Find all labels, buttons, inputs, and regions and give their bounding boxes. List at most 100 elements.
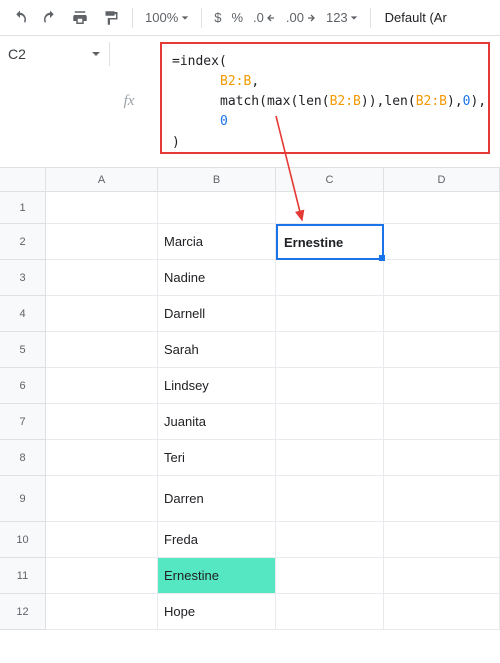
row-header[interactable]: 2 [0,224,46,260]
cell[interactable]: Ernestine [276,224,384,260]
cell[interactable]: Lindsey [158,368,276,404]
table-row: 2 MarciaErnestine [0,224,500,260]
column-header[interactable]: C [276,168,384,192]
zoom-dropdown[interactable]: 100% [141,10,193,25]
name-box[interactable]: C2 [0,42,110,66]
table-row: 10 Freda [0,522,500,558]
formula-bar[interactable]: =index( B2:B, match(max(len(B2:B)),len(B… [160,42,490,154]
row-header[interactable]: 6 [0,368,46,404]
cell[interactable] [384,224,500,260]
table-row: 5 Sarah [0,332,500,368]
format-dropdown[interactable]: 123 [322,10,362,25]
row-header[interactable]: 7 [0,404,46,440]
table-row: 12 Hope [0,594,500,630]
cell[interactable]: Ernestine [158,558,276,594]
cell[interactable] [46,296,158,332]
row-header[interactable]: 12 [0,594,46,630]
table-row: 11 Ernestine [0,558,500,594]
row-header[interactable]: 9 [0,476,46,522]
cell[interactable]: Sarah [158,332,276,368]
cell[interactable] [384,260,500,296]
toolbar: 100% $ % .0 .00 123 Default (Ar [0,0,500,36]
column-header[interactable]: D [384,168,500,192]
cell[interactable] [276,404,384,440]
redo-button[interactable] [36,4,64,32]
undo-button[interactable] [6,4,34,32]
cell[interactable] [46,368,158,404]
formula-ref: B2:B [220,74,251,89]
cell[interactable] [46,440,158,476]
cell[interactable] [276,558,384,594]
cell[interactable]: Darren [158,476,276,522]
decrease-decimal-button[interactable]: .0 [249,10,280,25]
cell[interactable] [158,192,276,224]
cell[interactable]: Darnell [158,296,276,332]
row-header[interactable]: 10 [0,522,46,558]
paint-format-button[interactable] [96,4,124,32]
grid-rows: 12MarciaErnestine3Nadine4Darnell5Sarah6L… [0,192,500,630]
cell[interactable] [276,332,384,368]
table-row: 9 Darren [0,476,500,522]
row-header[interactable]: 8 [0,440,46,476]
cell[interactable] [276,368,384,404]
row-header[interactable]: 4 [0,296,46,332]
column-header[interactable]: A [46,168,158,192]
percent-button[interactable]: % [227,10,247,25]
cell[interactable] [384,440,500,476]
column-header[interactable]: B [158,168,276,192]
cell[interactable] [384,192,500,224]
table-row: 1 [0,192,500,224]
cell[interactable] [276,594,384,630]
row-header[interactable]: 5 [0,332,46,368]
zoom-value: 100% [145,10,178,25]
separator [370,8,371,28]
cell[interactable] [276,440,384,476]
cell[interactable] [384,404,500,440]
cell[interactable] [384,368,500,404]
formula-bar-row: C2 fx =index( B2:B, match(max(len(B2:B))… [0,36,500,168]
cell[interactable]: Marcia [158,224,276,260]
cell[interactable] [384,332,500,368]
spreadsheet-grid: A B C D 12MarciaErnestine3Nadine4Darnell… [0,168,500,630]
cell[interactable] [46,558,158,594]
row-header[interactable]: 11 [0,558,46,594]
table-row: 4 Darnell [0,296,500,332]
cell[interactable] [384,522,500,558]
cell[interactable] [384,476,500,522]
cell[interactable] [46,594,158,630]
print-button[interactable] [66,4,94,32]
cell[interactable] [384,594,500,630]
currency-button[interactable]: $ [210,10,225,25]
cell[interactable] [276,476,384,522]
chevron-down-icon [91,47,101,62]
cell[interactable] [46,224,158,260]
cell[interactable] [46,476,158,522]
cell[interactable] [46,404,158,440]
cell[interactable] [46,192,158,224]
cell[interactable]: Freda [158,522,276,558]
cell[interactable] [384,296,500,332]
cell[interactable] [46,522,158,558]
cell[interactable] [276,260,384,296]
row-header[interactable]: 3 [0,260,46,296]
column-headers: A B C D [0,168,500,192]
cell[interactable]: Juanita [158,404,276,440]
font-dropdown[interactable]: Default (Ar [385,10,447,25]
table-row: 7 Juanita [0,404,500,440]
select-all-corner[interactable] [0,168,46,192]
increase-decimal-button[interactable]: .00 [282,10,320,25]
cell[interactable] [46,332,158,368]
table-row: 8 Teri [0,440,500,476]
name-box-value: C2 [8,46,26,62]
cell[interactable] [384,558,500,594]
fx-icon: fx [110,93,148,110]
cell[interactable] [276,192,384,224]
row-header[interactable]: 1 [0,192,46,224]
cell[interactable] [276,522,384,558]
cell[interactable]: Teri [158,440,276,476]
cell[interactable]: Nadine [158,260,276,296]
cell[interactable]: Hope [158,594,276,630]
cell[interactable] [276,296,384,332]
cell[interactable] [46,260,158,296]
table-row: 3 Nadine [0,260,500,296]
